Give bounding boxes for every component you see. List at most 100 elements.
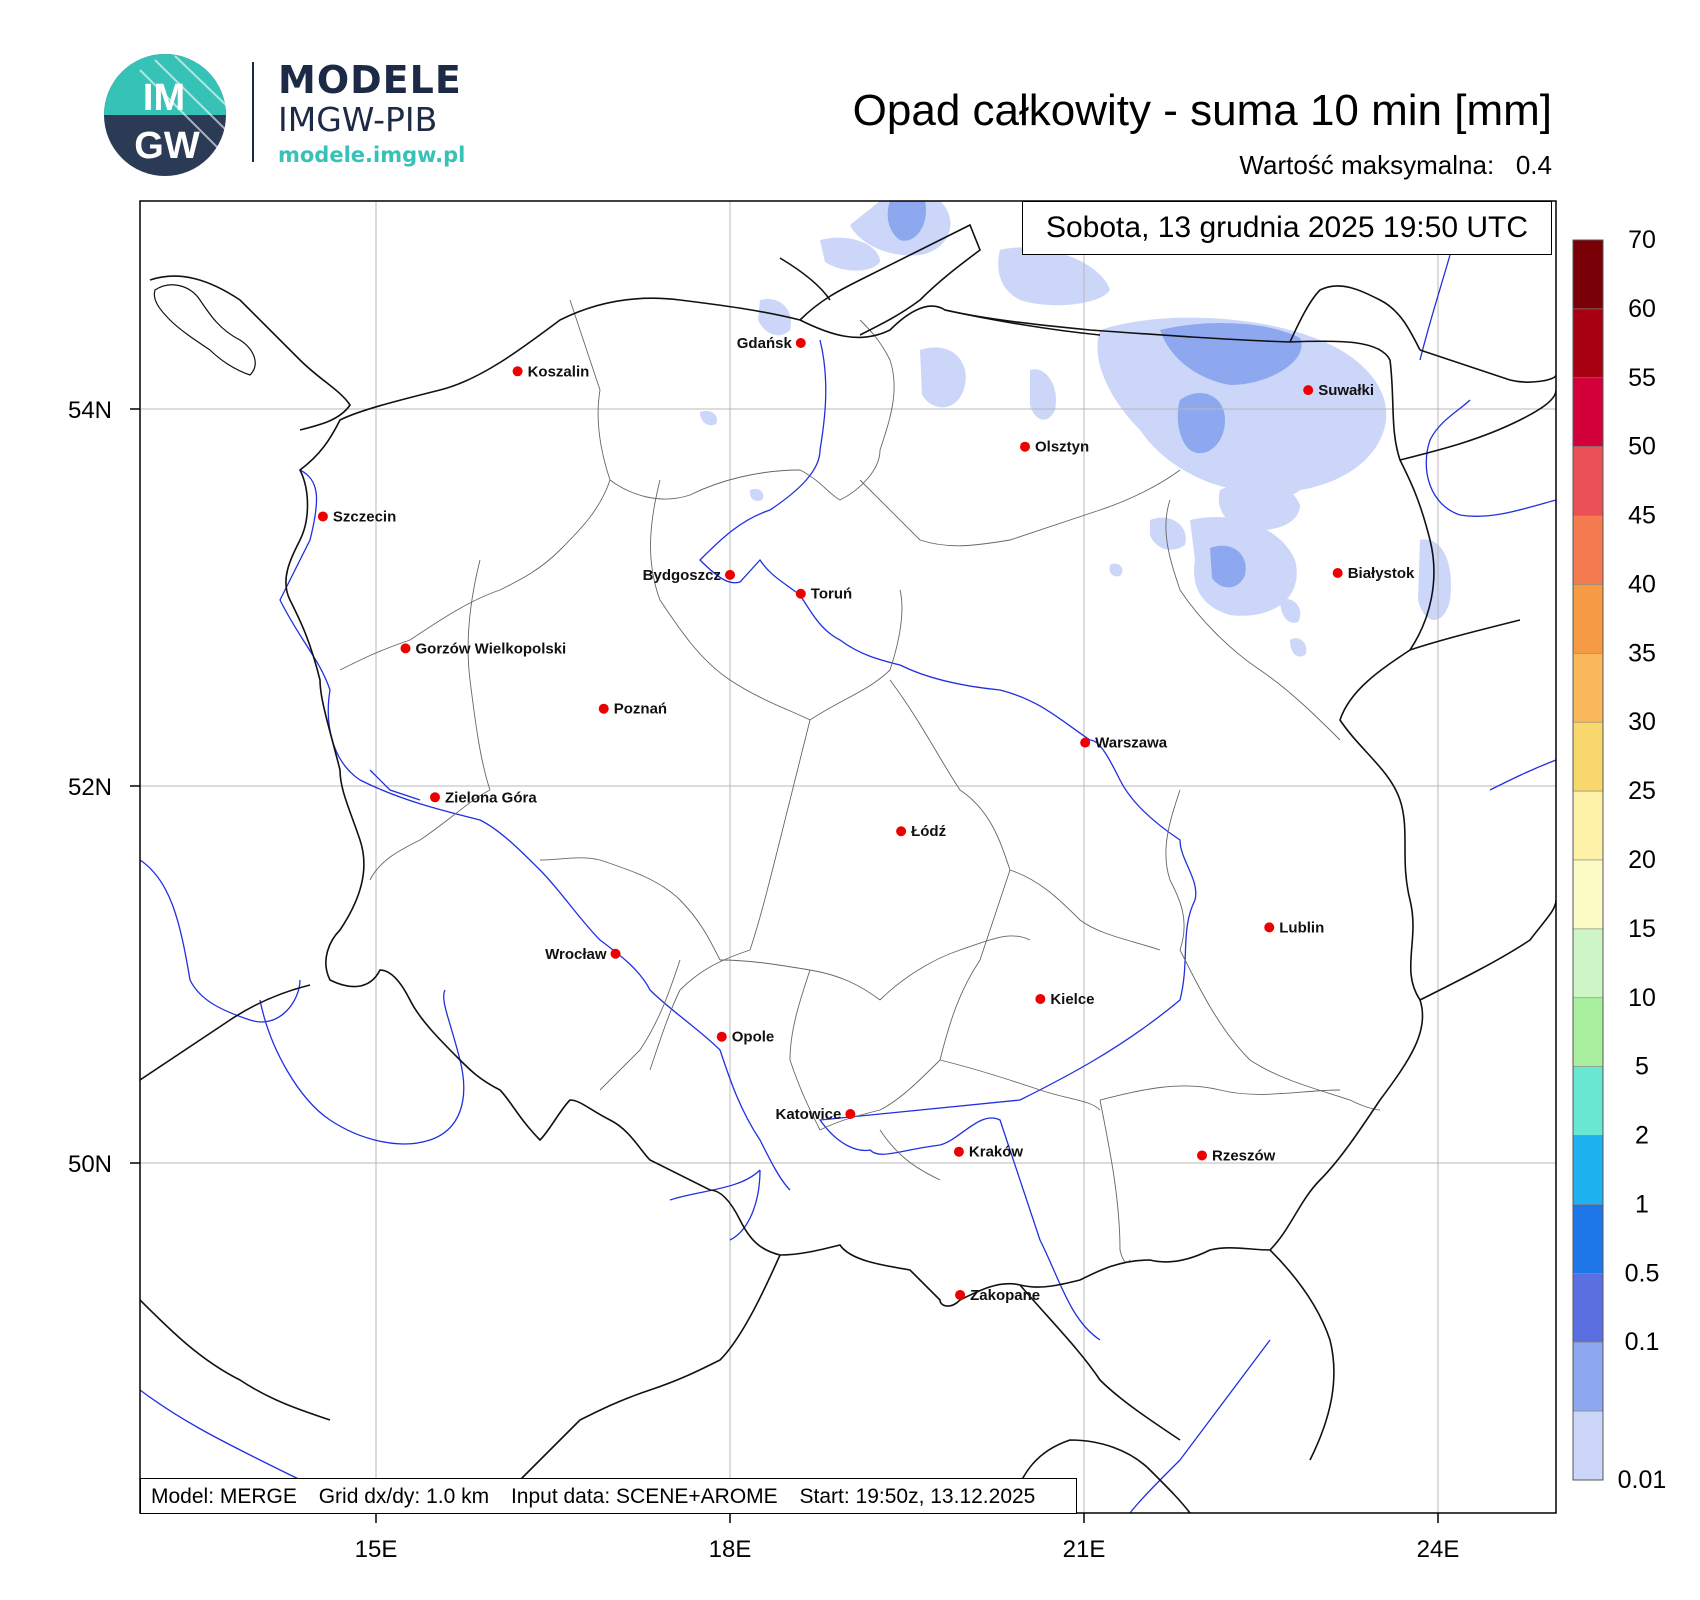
precip-patch bbox=[1160, 323, 1302, 385]
city-marker bbox=[430, 792, 440, 803]
colorbar-label: 20 bbox=[1628, 846, 1656, 874]
precip-patch bbox=[1280, 599, 1301, 623]
precip-patch bbox=[1030, 369, 1056, 420]
region-border bbox=[1165, 789, 1185, 951]
border-belarus bbox=[1399, 389, 1556, 461]
colorbar-swatch bbox=[1572, 377, 1604, 447]
border-ukraine bbox=[1419, 899, 1556, 1001]
city-label: Bydgoszcz bbox=[643, 567, 721, 584]
precip-patch bbox=[1290, 638, 1307, 657]
colorbar-label: 0.1 bbox=[1625, 1328, 1660, 1356]
city-marker bbox=[400, 643, 411, 654]
city-label: Rzeszów bbox=[1212, 1147, 1276, 1164]
precip-patch bbox=[700, 410, 718, 426]
precip-patch bbox=[1177, 392, 1225, 454]
city-label: Opole bbox=[732, 1029, 775, 1046]
city-label: Zielona Góra bbox=[445, 789, 537, 806]
river-east bbox=[1489, 759, 1556, 791]
lon-label: 21E bbox=[1063, 1536, 1106, 1563]
city-label: Wrocław bbox=[545, 946, 607, 963]
colorbar-swatch bbox=[1572, 515, 1604, 585]
precip-patch bbox=[1097, 317, 1387, 493]
city-marker bbox=[716, 1031, 727, 1042]
colorbar-label: 2 bbox=[1635, 1122, 1649, 1150]
colorbar-swatch bbox=[1572, 239, 1604, 310]
brand-url-link[interactable]: modele.imgw.pl bbox=[278, 143, 466, 167]
city-marker bbox=[512, 366, 523, 377]
city-label: Szczecin bbox=[333, 508, 396, 525]
city-marker bbox=[953, 1146, 964, 1157]
colorbar-label: 1 bbox=[1635, 1190, 1649, 1218]
city-label: Kielce bbox=[1050, 991, 1094, 1008]
page-title: Opad całkowity - suma 10 min [mm] bbox=[852, 86, 1552, 135]
river-vistula bbox=[699, 339, 1197, 1341]
lon-label: 15E bbox=[355, 1536, 398, 1563]
colorbar-swatch bbox=[1572, 653, 1604, 723]
colorbar-label: 45 bbox=[1628, 502, 1656, 530]
colorbar-frame bbox=[1572, 239, 1604, 1481]
colorbar-swatch bbox=[1572, 584, 1604, 654]
city-marker bbox=[1303, 385, 1314, 396]
region-border bbox=[819, 1059, 941, 1131]
lat-label: 52N bbox=[68, 774, 112, 801]
rivers bbox=[140, 254, 1556, 1513]
river-morava bbox=[669, 1169, 761, 1241]
region-border bbox=[939, 869, 1011, 1061]
city-marker bbox=[896, 826, 907, 837]
colorbar-swatch bbox=[1572, 1341, 1604, 1412]
coastline bbox=[149, 275, 351, 431]
region-border bbox=[879, 935, 1031, 1001]
city-label: Katowice bbox=[776, 1106, 842, 1123]
city-marker bbox=[598, 703, 609, 714]
precip-patch bbox=[820, 237, 880, 271]
logo-text-top: IM bbox=[143, 77, 185, 119]
graticule bbox=[140, 201, 1556, 1513]
colorbar-swatch bbox=[1572, 859, 1604, 930]
colorbar-label: 50 bbox=[1628, 433, 1656, 461]
colorbar-label: 55 bbox=[1628, 364, 1656, 392]
colorbar-swatch bbox=[1572, 928, 1604, 999]
region-border bbox=[1165, 499, 1341, 741]
region-border bbox=[749, 719, 811, 951]
city-marker bbox=[317, 511, 328, 522]
precip-patch bbox=[920, 347, 966, 408]
colorbar-swatch bbox=[1572, 1410, 1604, 1481]
info-start: Start: 19:50z, 13.12.2025 bbox=[799, 1485, 1036, 1508]
city-label: Łódź bbox=[911, 823, 946, 840]
river-bug bbox=[1425, 399, 1556, 517]
river-neman bbox=[1419, 254, 1451, 361]
city-label: Koszalin bbox=[528, 363, 590, 380]
coastline-hel bbox=[779, 257, 831, 301]
region-border bbox=[369, 789, 491, 881]
region-border bbox=[859, 469, 1181, 547]
colorbar-label: 15 bbox=[1628, 915, 1656, 943]
coastline-gulf bbox=[799, 223, 981, 336]
colorbar-label: 40 bbox=[1628, 570, 1656, 598]
city-label: Zakopane bbox=[970, 1287, 1040, 1304]
colorbar-label: 5 bbox=[1635, 1053, 1649, 1081]
river-tisza bbox=[1129, 1339, 1271, 1513]
max-value: 0.4 bbox=[1515, 150, 1552, 180]
colorbar-label: 10 bbox=[1628, 984, 1656, 1012]
colorbar-swatch bbox=[1572, 997, 1604, 1067]
region-border bbox=[649, 949, 751, 1071]
city-marker bbox=[1264, 922, 1275, 933]
colorbar-label: 70 bbox=[1628, 226, 1656, 254]
brand-subtitle: IMGW-PIB bbox=[278, 100, 438, 139]
max-value-line: Wartość maksymalna: 0.4 bbox=[1239, 150, 1552, 181]
region-border bbox=[609, 469, 841, 501]
region-border bbox=[339, 299, 611, 671]
river-west bbox=[140, 859, 301, 1023]
colorbar: 70 60 55 50 45 40 35 30 25 20 15 10 5 2 1 0.5 0.1 0.01 bbox=[1572, 226, 1666, 1494]
city-marker bbox=[1080, 737, 1091, 748]
region-border bbox=[650, 479, 811, 721]
border-austria bbox=[140, 1299, 331, 1421]
colorbar-swatch bbox=[1572, 1204, 1604, 1274]
border-slovakia bbox=[579, 1254, 781, 1421]
city-label: Białystok bbox=[1348, 565, 1415, 582]
city-label: Warszawa bbox=[1095, 735, 1168, 752]
river-oder bbox=[279, 469, 791, 1191]
border-czech bbox=[140, 984, 311, 1081]
city-label: Kraków bbox=[969, 1144, 1024, 1161]
